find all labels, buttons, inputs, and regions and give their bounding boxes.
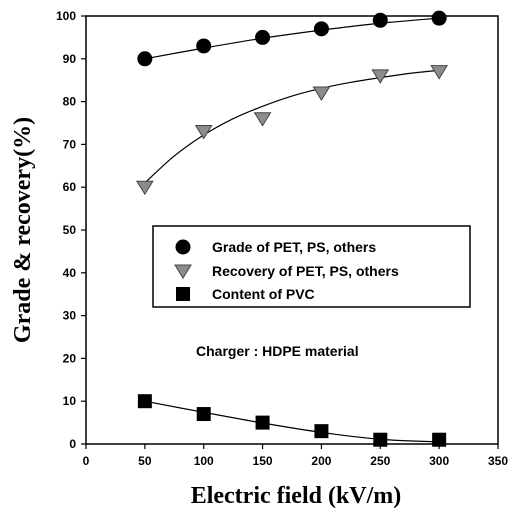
data-point	[196, 407, 211, 422]
data-point	[255, 29, 271, 45]
legend-box	[152, 225, 471, 308]
legend-marker	[175, 239, 191, 255]
y-tick-label: 20	[63, 351, 77, 365]
x-tick-label: 100	[194, 454, 214, 468]
legend: Grade of PET, PS, others Recovery of PET,…	[152, 225, 471, 308]
data-point	[196, 38, 212, 54]
x-tick-label: 350	[488, 454, 508, 468]
y-tick-label: 100	[56, 9, 76, 23]
data-point	[313, 21, 329, 37]
legend-marker	[174, 264, 192, 279]
data-point	[371, 69, 390, 84]
x-axis-title: Electric field (kV/m)	[191, 483, 402, 509]
legend-label: Content of PVC	[212, 286, 315, 302]
fit-curve-2	[144, 69, 440, 184]
data-point	[314, 424, 329, 439]
x-tick-label: 0	[83, 454, 90, 468]
y-tick-label: 10	[63, 394, 77, 408]
fit-curve-3	[144, 400, 440, 443]
data-point	[312, 86, 331, 101]
y-tick-label: 0	[69, 437, 76, 451]
y-tick-label: 60	[63, 180, 77, 194]
y-axis-title: Grade & recovery(%)	[10, 117, 36, 343]
data-point	[194, 125, 213, 140]
data-point	[255, 415, 270, 430]
y-tick-label: 90	[63, 52, 77, 66]
data-point	[137, 394, 152, 409]
plot-frame	[85, 15, 499, 445]
y-tick-label: 80	[63, 95, 77, 109]
fit-curve-1	[144, 17, 440, 60]
y-tick-label: 50	[63, 223, 77, 237]
x-tick-label: 200	[311, 454, 331, 468]
y-tick-label: 40	[63, 266, 77, 280]
legend-label: Grade of PET, PS, others	[212, 239, 376, 255]
data-point	[372, 12, 388, 28]
x-tick-label: 150	[253, 454, 273, 468]
data-point	[135, 180, 154, 196]
data-point	[430, 65, 449, 80]
legend-marker	[176, 287, 190, 301]
x-tick-label: 50	[138, 454, 152, 468]
data-point	[253, 112, 272, 127]
data-point	[137, 51, 153, 67]
y-tick-label: 70	[63, 137, 77, 151]
x-tick-label: 250	[370, 454, 390, 468]
axis-ticks: 0 50 100 150 200 250 300 350 0 10 20 30 40 50 60 70 80 90…	[56, 9, 508, 468]
charger-annotation: Charger : HDPE material	[196, 343, 359, 359]
data-markers	[135, 10, 449, 447]
x-tick-label: 300	[429, 454, 449, 468]
data-point	[373, 432, 388, 447]
legend-label: Recovery of PET, PS, others	[212, 263, 399, 279]
data-point	[431, 10, 447, 26]
data-point	[432, 432, 447, 447]
y-tick-label: 30	[63, 309, 77, 323]
